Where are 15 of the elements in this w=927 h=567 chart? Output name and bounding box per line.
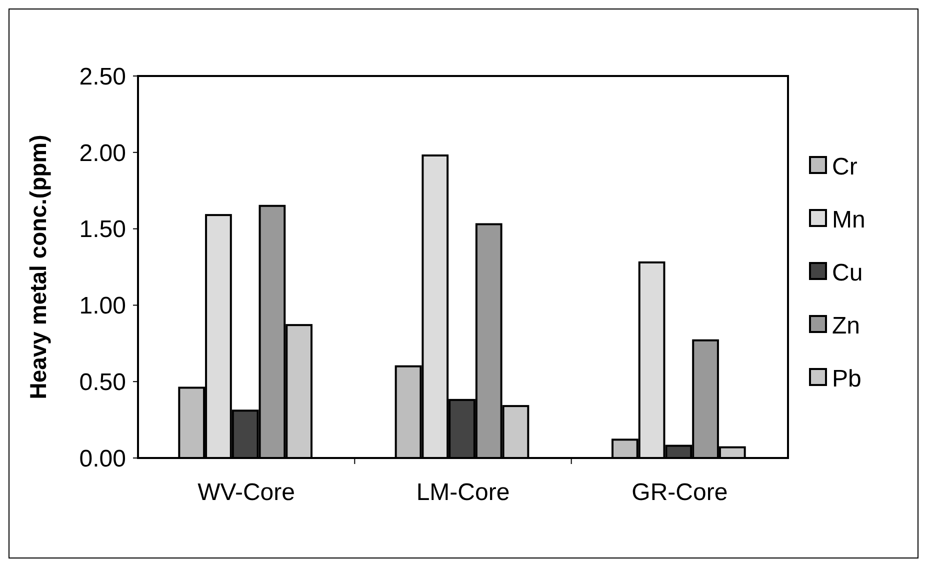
y-tick-label: 2.50 [79, 63, 126, 90]
y-tick-label: 1.00 [79, 292, 126, 320]
y-tick-label: 0.50 [79, 369, 126, 396]
legend-label: Cu [832, 259, 863, 286]
x-tick-label: WV-Core [198, 479, 296, 506]
y-tick-label: 2.00 [79, 140, 126, 167]
x-tick-label: GR-Core [632, 479, 728, 506]
y-tick-label: 0.00 [79, 445, 126, 472]
legend-label: Pb [832, 365, 862, 392]
legend-label: Cr [832, 153, 858, 180]
y-tick-label: 1.50 [79, 216, 126, 244]
legend-label: Mn [832, 206, 866, 234]
legend-label: Zn [832, 312, 860, 340]
x-tick-label: LM-Core [416, 479, 510, 506]
y-axis-title: Heavy metal conc.(ppm) [25, 134, 51, 400]
